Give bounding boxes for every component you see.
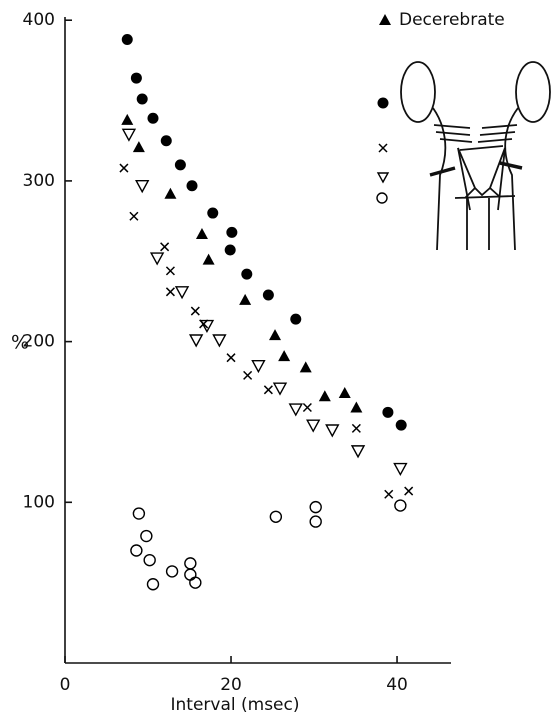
point: [195, 227, 208, 239]
point: [174, 286, 190, 300]
point: [130, 72, 142, 84]
point: [121, 113, 134, 125]
point: [318, 390, 331, 402]
point: [272, 382, 288, 396]
point: [224, 244, 236, 256]
point: [350, 445, 366, 459]
point: [174, 159, 186, 171]
point: [135, 180, 150, 194]
point: [309, 500, 322, 514]
point: [130, 544, 143, 557]
legend-marker: [379, 14, 391, 25]
point: [146, 578, 160, 591]
y-axis-label: %: [11, 332, 29, 354]
point: [350, 401, 363, 413]
point: [132, 507, 146, 520]
y-tick-label: 200: [23, 332, 55, 352]
point: [121, 128, 137, 142]
point: [278, 350, 291, 362]
point: [384, 489, 394, 499]
point: [394, 499, 407, 512]
x-tick-label: 0: [60, 675, 71, 695]
point: [338, 387, 351, 399]
x-axis-label: Interval (msec): [171, 695, 300, 715]
point: [184, 568, 197, 581]
point: [160, 242, 170, 252]
point: [302, 402, 312, 413]
y-tick-label: 100: [23, 492, 55, 512]
point: [190, 306, 200, 316]
y-tick-label: 400: [23, 10, 55, 30]
point: [188, 334, 204, 348]
point: [132, 141, 145, 153]
point: [251, 360, 266, 374]
point: [202, 253, 215, 265]
point: [143, 553, 156, 567]
x-tick-label: 20: [220, 675, 242, 695]
point: [288, 403, 303, 417]
point: [164, 187, 177, 199]
point: [121, 33, 133, 45]
brainstem-diagram: [400, 61, 551, 251]
y-tick-label: 300: [23, 171, 55, 191]
point: [306, 419, 321, 433]
point: [129, 211, 139, 221]
point: [207, 207, 219, 219]
point: [382, 406, 394, 418]
point: [147, 112, 159, 124]
point: [165, 565, 179, 578]
point: [212, 334, 227, 348]
point: [165, 266, 175, 276]
marker-key: [376, 97, 390, 204]
point: [395, 419, 407, 431]
point: [351, 423, 361, 433]
point: [189, 576, 202, 589]
point: [263, 385, 273, 395]
x-tick-label: 40: [386, 675, 408, 695]
point: [119, 163, 129, 173]
legend-label: Decerebrate: [399, 10, 505, 30]
point: [299, 361, 312, 373]
point: [149, 252, 165, 266]
point: [226, 353, 236, 363]
point: [239, 293, 252, 305]
point: [309, 515, 322, 528]
point: [393, 462, 408, 477]
point: [136, 93, 148, 105]
point: [290, 313, 302, 325]
point: [199, 319, 215, 333]
point: [269, 329, 282, 341]
point: [325, 424, 340, 438]
point: [241, 268, 253, 280]
point: [243, 370, 253, 380]
point: [262, 289, 274, 301]
point: [404, 486, 414, 496]
point: [165, 287, 175, 297]
point: [269, 510, 283, 523]
point: [226, 226, 238, 238]
point: [160, 135, 172, 147]
point: [184, 557, 197, 570]
point: [186, 180, 198, 192]
point: [140, 529, 153, 543]
